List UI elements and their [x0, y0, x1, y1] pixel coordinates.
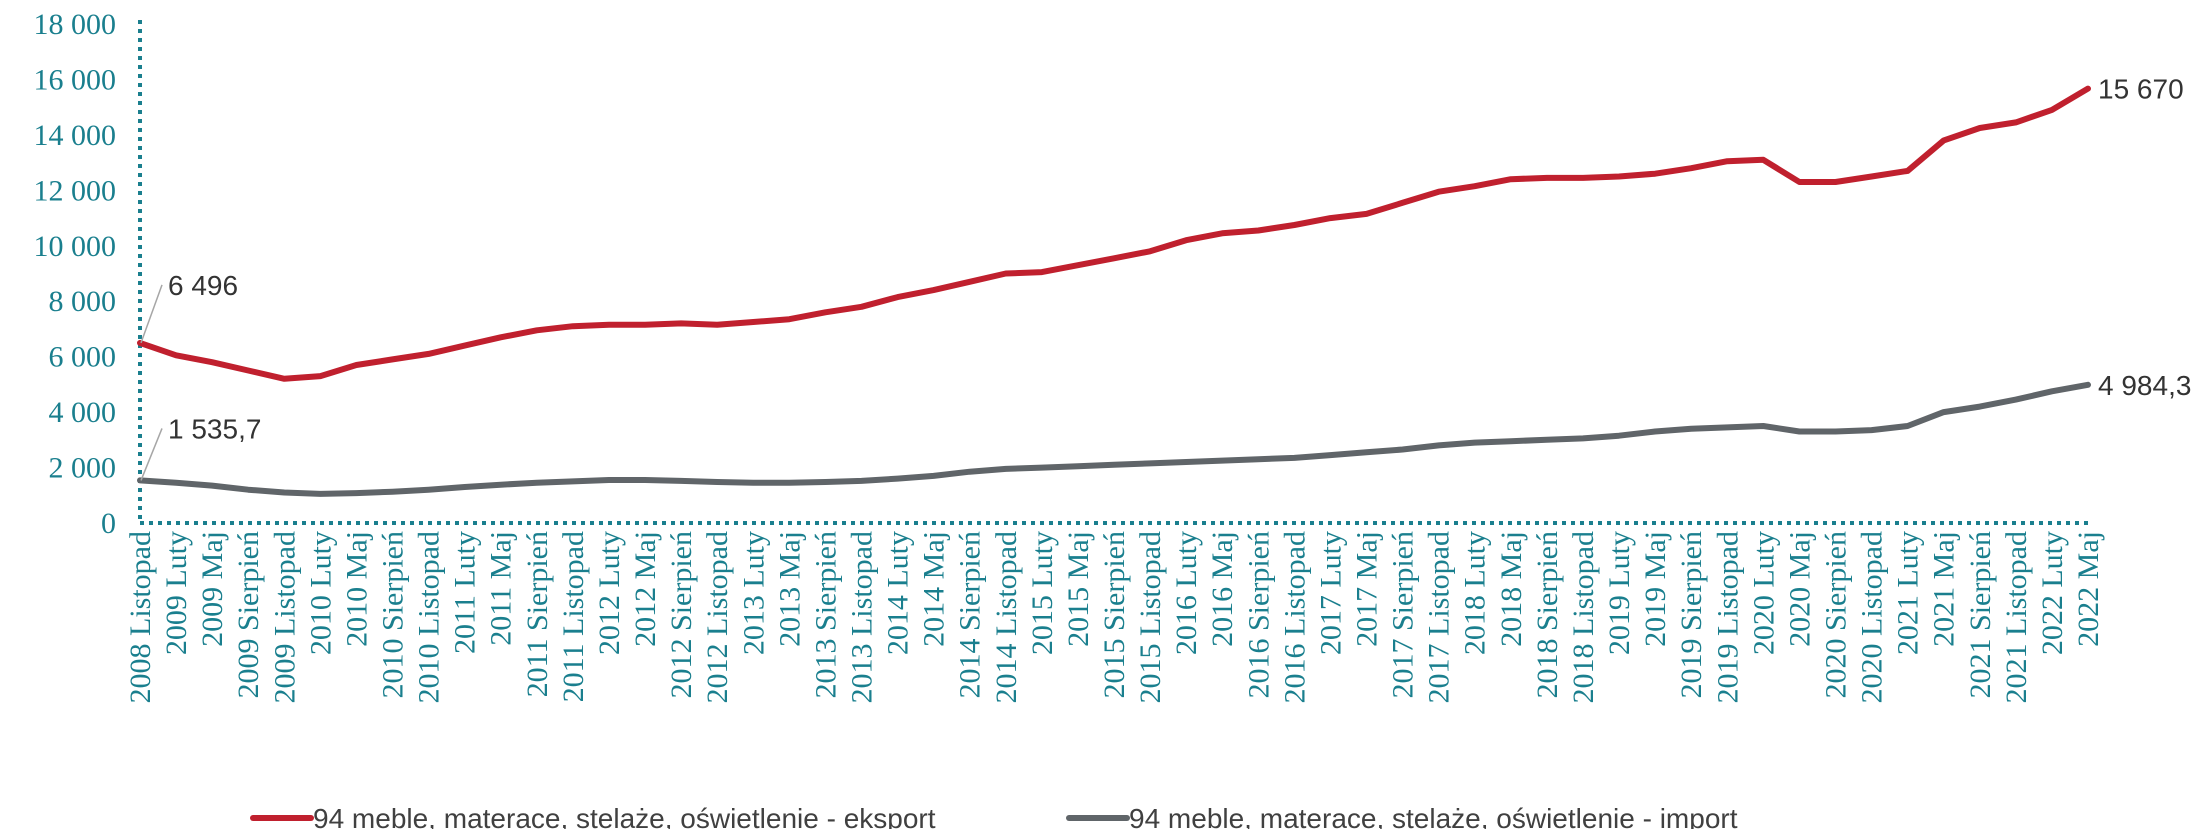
x-tick-label: 2009 Maj	[196, 531, 229, 647]
x-tick-label: 2016 Maj	[1206, 531, 1239, 647]
x-tick-label: 2019 Sierpień	[1675, 531, 1708, 698]
x-tick-label: 2020 Sierpień	[1819, 531, 1852, 698]
legend-item-eksport: 94 meble, materace, stelaże, oświetlenie…	[250, 803, 936, 829]
y-tick-label: 12 000	[34, 174, 117, 207]
x-tick-label: 2018 Luty	[1459, 531, 1492, 655]
x-tick-label: 2009 Sierpień	[232, 531, 265, 698]
x-tick-label: 2018 Maj	[1495, 531, 1528, 647]
x-tick-label: 2008 Listopad	[124, 531, 157, 704]
x-tick-label: 2012 Listopad	[701, 531, 734, 704]
last-point-label: 4 984,3	[2098, 370, 2191, 401]
series-line-eksport	[137, 85, 2091, 382]
y-axis: 0 2 000 4 000 6 000 8 000 10 000 12 000 14 000 1…	[34, 8, 142, 540]
x-tick-label: 2011 Listopad	[557, 531, 590, 702]
x-tick-label: 2013 Listopad	[845, 531, 878, 704]
y-tick-label: 16 000	[34, 63, 117, 96]
x-tick-label: 2017 Luty	[1314, 531, 1347, 655]
last-point-label: 15 670	[2098, 74, 2184, 105]
y-tick-label: 14 000	[34, 119, 117, 152]
x-tick-label: 2015 Listopad	[1134, 531, 1167, 704]
x-tick-label: 2019 Luty	[1603, 531, 1636, 655]
x-tick-label: 2022 Luty	[2036, 531, 2069, 655]
y-tick-label: 4 000	[49, 396, 117, 429]
x-tick-label: 2014 Luty	[882, 531, 915, 655]
x-tick-label: 2013 Maj	[773, 531, 806, 647]
y-tick-label: 0	[101, 507, 116, 540]
x-tick-label: 2021 Sierpień	[1964, 531, 1997, 698]
x-tick-label: 2010 Luty	[304, 531, 337, 655]
y-tick-label: 10 000	[34, 230, 117, 263]
first-point-label: 6 496	[168, 270, 238, 301]
x-tick-label: 2011 Sierpień	[521, 531, 554, 697]
x-tick-label: 2011 Luty	[449, 531, 482, 654]
x-tick-label: 2017 Sierpień	[1387, 531, 1420, 698]
series-line-import	[137, 381, 2091, 497]
x-tick-label: 2019 Maj	[1639, 531, 1672, 647]
x-tick-label: 2017 Listopad	[1423, 531, 1456, 704]
y-tick-label: 8 000	[49, 285, 117, 318]
x-tick-label: 2015 Luty	[1026, 531, 1059, 655]
x-tick-label: 2010 Sierpień	[377, 531, 410, 698]
x-tick-label: 2012 Luty	[593, 531, 626, 655]
legend: 94 meble, materace, stelaże, oświetlenie…	[250, 803, 1738, 829]
x-tick-label: 2016 Luty	[1170, 531, 1203, 655]
legend-item-import: 94 meble, materace, stelaże, oświetlenie…	[1066, 803, 1738, 829]
x-tick-label: 2011 Maj	[485, 531, 518, 646]
x-tick-label: 2016 Sierpień	[1242, 531, 1275, 698]
data-labels: 6 496 15 670 1 535,7 4 984,3	[140, 74, 2191, 481]
x-tick-label: 2022 Maj	[2072, 531, 2105, 647]
x-tick-label: 2016 Listopad	[1278, 531, 1311, 704]
legend-label: 94 meble, materace, stelaże, oświetlenie…	[1129, 803, 1738, 829]
x-tick-label: 2015 Maj	[1062, 531, 1095, 647]
x-tick-label: 2017 Maj	[1351, 531, 1384, 647]
x-tick-label: 2010 Listopad	[413, 531, 446, 704]
x-tick-label: 2018 Listopad	[1567, 531, 1600, 704]
x-tick-label: 2012 Sierpień	[665, 531, 698, 698]
series-layer	[137, 85, 2091, 497]
y-tick-label: 18 000	[34, 8, 117, 41]
x-tick-label: 2019 Listopad	[1711, 531, 1744, 704]
leader-line	[140, 428, 163, 481]
y-tick-label: 2 000	[49, 452, 117, 485]
y-tick-label: 6 000	[49, 341, 117, 374]
x-tick-label: 2021 Maj	[1928, 531, 1961, 647]
x-tick-label: 2021 Listopad	[2000, 531, 2033, 704]
x-axis: 2008 Listopad 2009 Luty 2009 Maj 2009 Sierp…	[124, 521, 2105, 704]
x-tick-label: 2010 Maj	[340, 531, 373, 647]
x-tick-label: 2012 Maj	[629, 531, 662, 647]
x-tick-label: 2014 Listopad	[990, 531, 1023, 704]
x-tick-label: 2013 Luty	[737, 531, 770, 655]
x-tick-label: 2020 Listopad	[1856, 531, 1889, 704]
first-point-label: 1 535,7	[168, 413, 261, 444]
x-tick-label: 2013 Sierpień	[809, 531, 842, 698]
x-tick-label: 2020 Maj	[1783, 531, 1816, 647]
x-tick-label: 2009 Listopad	[268, 531, 301, 704]
x-tick-label: 2021 Luty	[1892, 531, 1925, 655]
x-tick-label: 2020 Luty	[1747, 531, 1780, 655]
legend-label: 94 meble, materace, stelaże, oświetlenie…	[313, 803, 936, 829]
leader-line	[140, 284, 163, 344]
x-tick-label: 2018 Sierpień	[1531, 531, 1564, 698]
x-tick-label: 2009 Luty	[160, 531, 193, 655]
x-tick-label: 2014 Sierpień	[954, 531, 987, 698]
x-tick-label: 2015 Sierpień	[1098, 531, 1131, 698]
x-tick-label: 2014 Maj	[918, 531, 951, 647]
